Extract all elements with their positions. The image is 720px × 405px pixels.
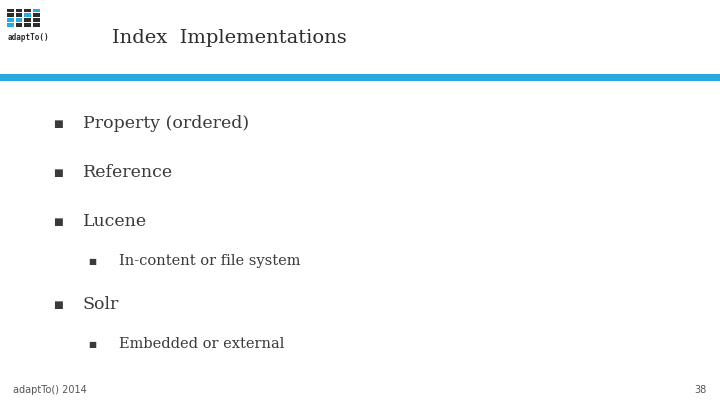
- Text: adaptTo() 2014: adaptTo() 2014: [13, 385, 86, 395]
- FancyBboxPatch shape: [7, 18, 14, 22]
- Text: Solr: Solr: [83, 296, 120, 313]
- Text: Lucene: Lucene: [83, 213, 147, 230]
- FancyBboxPatch shape: [16, 13, 22, 17]
- Text: Reference: Reference: [83, 164, 173, 181]
- Text: ■: ■: [89, 340, 96, 349]
- Text: Embedded or external: Embedded or external: [119, 337, 284, 351]
- FancyBboxPatch shape: [24, 13, 31, 17]
- FancyBboxPatch shape: [7, 23, 14, 27]
- FancyBboxPatch shape: [7, 9, 14, 12]
- FancyBboxPatch shape: [33, 9, 40, 12]
- FancyBboxPatch shape: [24, 9, 31, 12]
- FancyBboxPatch shape: [33, 18, 40, 22]
- Text: adaptTo(): adaptTo(): [7, 33, 49, 42]
- Text: Index  Implementations: Index Implementations: [112, 30, 346, 47]
- Text: ■: ■: [53, 119, 63, 128]
- FancyBboxPatch shape: [7, 13, 14, 17]
- FancyBboxPatch shape: [33, 13, 40, 17]
- Text: Property (ordered): Property (ordered): [83, 115, 249, 132]
- FancyBboxPatch shape: [16, 18, 22, 22]
- FancyBboxPatch shape: [24, 18, 31, 22]
- FancyBboxPatch shape: [24, 23, 31, 27]
- Text: ■: ■: [89, 257, 96, 266]
- FancyBboxPatch shape: [0, 74, 720, 81]
- Text: ■: ■: [53, 300, 63, 309]
- FancyBboxPatch shape: [16, 23, 22, 27]
- FancyBboxPatch shape: [16, 9, 22, 12]
- FancyBboxPatch shape: [33, 23, 40, 27]
- Text: ■: ■: [53, 168, 63, 178]
- Text: 38: 38: [695, 385, 707, 395]
- Text: In-content or file system: In-content or file system: [119, 254, 300, 268]
- Text: ■: ■: [53, 217, 63, 227]
